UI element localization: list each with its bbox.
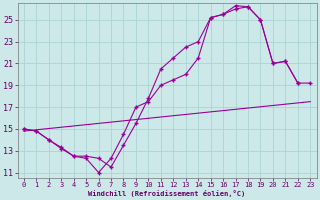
X-axis label: Windchill (Refroidissement éolien,°C): Windchill (Refroidissement éolien,°C): [88, 190, 246, 197]
